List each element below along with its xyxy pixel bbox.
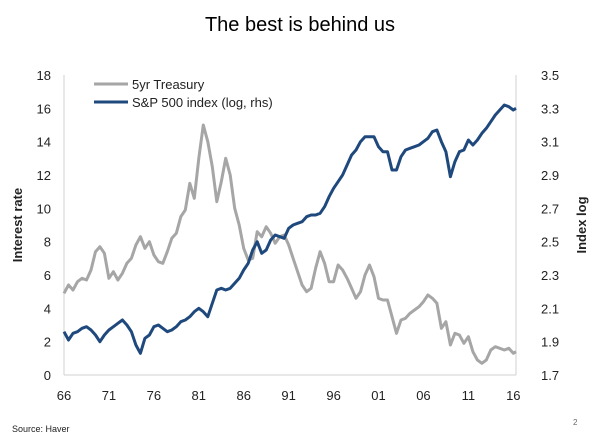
y2-tick-label: 3.3 xyxy=(541,101,559,116)
y2-tick-label: 1.9 xyxy=(541,335,559,350)
y-tick-label: 18 xyxy=(37,68,51,83)
x-tick-label: 86 xyxy=(236,388,250,403)
y-tick-label: 12 xyxy=(37,168,51,183)
y2-tick-label: 3.5 xyxy=(541,68,559,83)
y2-tick-label: 2.3 xyxy=(541,268,559,283)
legend-label-sp500: S&P 500 index (log, rhs) xyxy=(132,95,273,110)
y2-tick-label: 2.7 xyxy=(541,201,559,216)
y2-tick-label: 1.7 xyxy=(541,368,559,383)
x-tick-label: 66 xyxy=(57,388,71,403)
x-tick-label: 16 xyxy=(506,388,520,403)
y-tick-label: 2 xyxy=(44,335,51,350)
legend: 5yr Treasury S&P 500 index (log, rhs) xyxy=(94,77,273,110)
x-tick-label: 76 xyxy=(147,388,161,403)
y2-tick-label: 2.1 xyxy=(541,301,559,316)
y-tick-label: 16 xyxy=(37,101,51,116)
y-tick-label: 10 xyxy=(37,201,51,216)
x-tick-label: 81 xyxy=(192,388,206,403)
y-tick-label: 8 xyxy=(44,235,51,250)
ticks: 0 2 4 6 8 10 12 14 16 18 1.7 1.9 2.1 2.3 2.5 2.7 2.9 3.1 3… xyxy=(37,68,560,403)
y2-tick-label: 2.9 xyxy=(541,168,559,183)
y-tick-label: 0 xyxy=(44,368,51,383)
series-line-treasury xyxy=(62,123,517,365)
y-tick-label: 14 xyxy=(37,135,51,150)
source-note: Source: Haver xyxy=(12,424,70,434)
chart-title: The best is behind us xyxy=(204,14,396,36)
y2-tick-label: 3.1 xyxy=(541,135,559,150)
y-tick-label: 4 xyxy=(44,301,51,316)
page-number: 2 xyxy=(573,418,578,427)
y-axis-label: Interest rate xyxy=(10,188,25,262)
series-lines xyxy=(62,103,517,365)
x-tick-label: 96 xyxy=(326,388,340,403)
y-tick-label: 6 xyxy=(44,268,51,283)
x-tick-label: 71 xyxy=(102,388,116,403)
series-line-sp500 xyxy=(62,103,517,355)
y2-tick-label: 2.5 xyxy=(541,235,559,250)
x-tick-label: 01 xyxy=(371,388,385,403)
x-tick-label: 11 xyxy=(462,388,476,403)
x-tick-label: 06 xyxy=(416,388,430,403)
y2-axis-label: Index log xyxy=(574,196,589,253)
x-tick-label: 91 xyxy=(281,388,295,403)
legend-label-treasury: 5yr Treasury xyxy=(132,77,205,92)
